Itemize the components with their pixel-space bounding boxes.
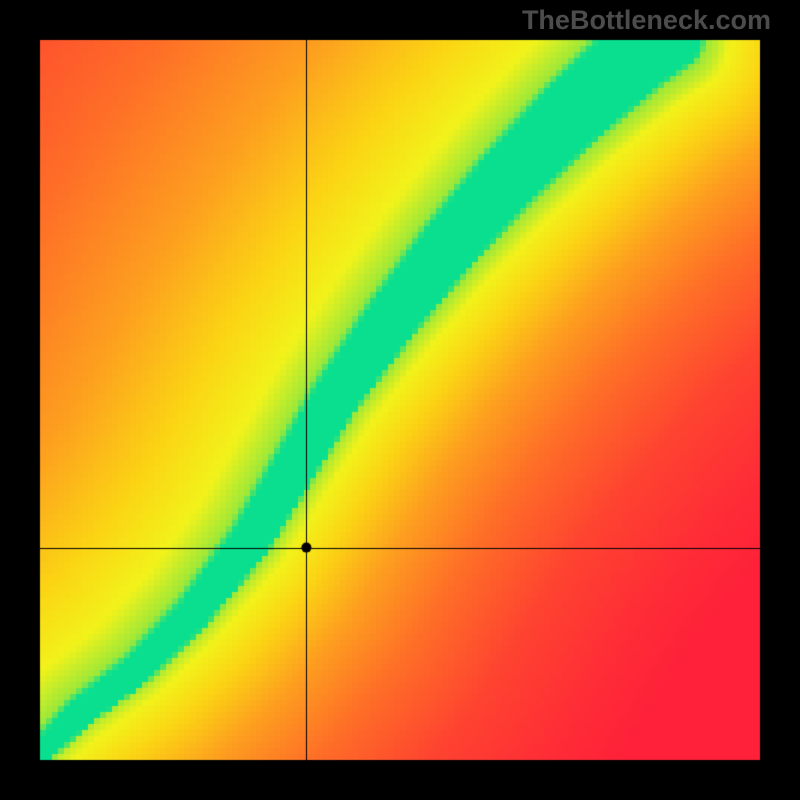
chart-container: TheBottleneck.com	[0, 0, 800, 800]
bottleneck-heatmap	[0, 0, 800, 800]
